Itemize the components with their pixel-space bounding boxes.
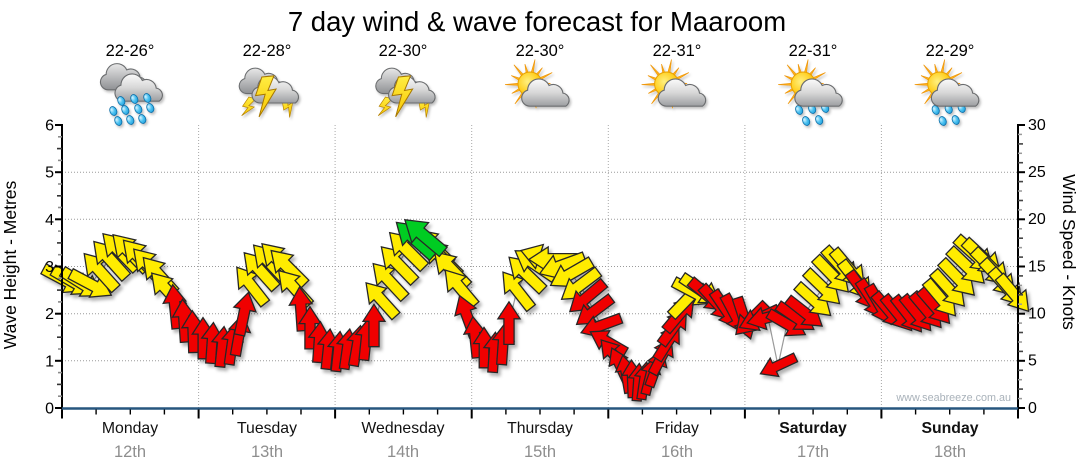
svg-text:0: 0 [1028, 400, 1037, 417]
svg-text:22-26°: 22-26° [106, 42, 155, 60]
svg-text:4: 4 [45, 212, 54, 229]
svg-text:22-31°: 22-31° [789, 42, 838, 60]
svg-text:Friday: Friday [655, 420, 699, 437]
svg-text:Wednesday: Wednesday [361, 420, 444, 437]
svg-text:Wind Speed - Knots: Wind Speed - Knots [1059, 174, 1079, 330]
svg-text:10: 10 [1028, 306, 1046, 323]
svg-text:www.seabreeze.com.au: www.seabreeze.com.au [895, 392, 1011, 404]
svg-text:Sunday: Sunday [921, 420, 978, 437]
svg-text:16th: 16th [661, 443, 693, 461]
svg-text:17th: 17th [797, 443, 829, 461]
svg-text:Wave Height - Metres: Wave Height - Metres [0, 180, 20, 349]
svg-text:22-31°: 22-31° [653, 42, 702, 60]
svg-text:20: 20 [1028, 211, 1046, 228]
svg-text:15: 15 [1028, 258, 1046, 275]
svg-text:Tuesday: Tuesday [237, 420, 297, 437]
svg-text:2: 2 [45, 306, 54, 323]
svg-text:22-30°: 22-30° [516, 42, 565, 60]
svg-text:3: 3 [45, 259, 54, 276]
svg-text:12th: 12th [114, 443, 146, 461]
svg-text:Monday: Monday [102, 420, 158, 437]
svg-text:1: 1 [45, 353, 54, 370]
svg-text:7 day wind & wave forecast for: 7 day wind & wave forecast for Maaroom [288, 6, 786, 37]
svg-text:25: 25 [1028, 164, 1046, 181]
svg-text:Saturday: Saturday [779, 420, 847, 437]
svg-text:0: 0 [45, 401, 54, 418]
svg-text:5: 5 [45, 165, 54, 182]
svg-text:22-29°: 22-29° [926, 42, 975, 60]
svg-text:22-30°: 22-30° [379, 42, 428, 60]
svg-text:30: 30 [1028, 117, 1046, 134]
svg-text:15th: 15th [524, 443, 556, 461]
svg-text:6: 6 [45, 118, 54, 135]
svg-text:5: 5 [1028, 353, 1037, 370]
svg-text:18th: 18th [934, 443, 966, 461]
svg-text:14th: 14th [387, 443, 419, 461]
svg-text:13th: 13th [251, 443, 283, 461]
svg-text:22-28°: 22-28° [243, 42, 292, 60]
svg-text:Thursday: Thursday [507, 420, 573, 437]
